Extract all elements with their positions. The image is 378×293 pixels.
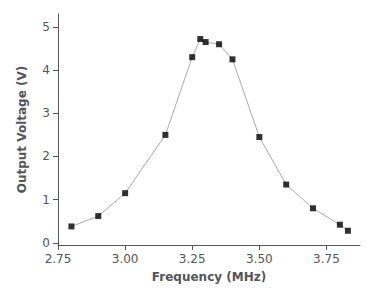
svg-text:0: 0 xyxy=(42,236,50,250)
svg-text:Output Voltage (V): Output Voltage (V) xyxy=(15,66,29,194)
svg-text:1: 1 xyxy=(42,193,50,207)
svg-text:3: 3 xyxy=(42,106,50,120)
svg-text:3.50: 3.50 xyxy=(246,252,273,266)
svg-text:3.00: 3.00 xyxy=(112,252,139,266)
svg-text:4: 4 xyxy=(42,63,50,77)
svg-text:3.75: 3.75 xyxy=(313,252,340,266)
svg-text:Frequency (MHz): Frequency (MHz) xyxy=(152,270,266,284)
svg-text:2.75: 2.75 xyxy=(45,252,72,266)
svg-text:5: 5 xyxy=(42,20,50,34)
svg-text:3.25: 3.25 xyxy=(179,252,206,266)
svg-text:2: 2 xyxy=(42,149,50,163)
